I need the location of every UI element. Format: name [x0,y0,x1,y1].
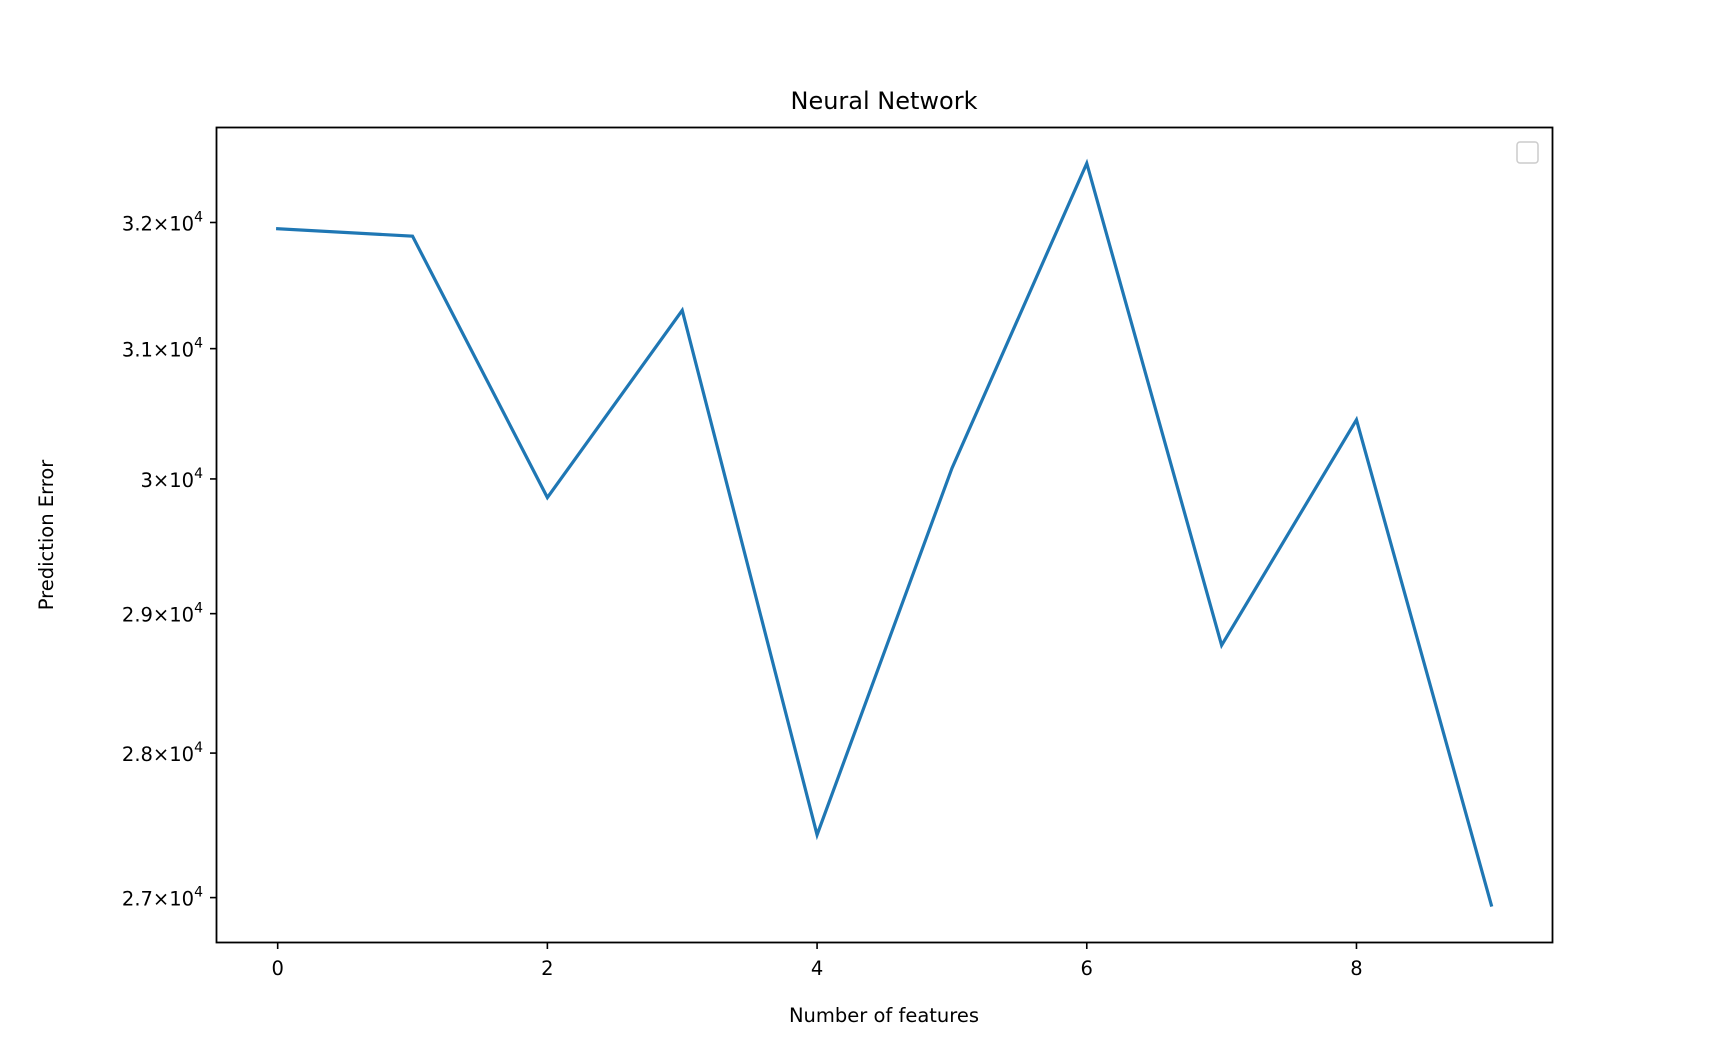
x-axis-label: Number of features [789,1004,979,1027]
plot-area-frame [215,126,1554,944]
legend [1516,141,1539,164]
y-tick-label: 2.9×104 [122,601,203,627]
x-tick-label: 4 [811,957,823,980]
y-tick-label: 2.7×104 [122,885,203,911]
x-tick-label: 2 [541,957,553,980]
y-tick-label: 3.1×104 [122,336,203,362]
y-tick-label: 3×104 [141,466,204,492]
series-layer [275,158,1494,907]
x-tick-label: 0 [271,957,283,980]
y-axis-label: Prediction Error [35,459,58,611]
x-axis: 0 2 4 6 8 [271,942,1363,980]
x-tick-label: 8 [1350,957,1362,980]
chart-title: Neural Network [790,87,977,115]
y-tick-label: 3.2×104 [122,209,203,235]
legend-box [1516,141,1539,164]
x-tick-label: 6 [1081,957,1093,980]
y-tick-label: 2.8×104 [122,740,203,766]
y-axis: 2.7×104 2.8×104 2.9×104 3×104 3.1×104 3.2×104 [122,209,217,911]
series-line-0 [275,158,1494,907]
